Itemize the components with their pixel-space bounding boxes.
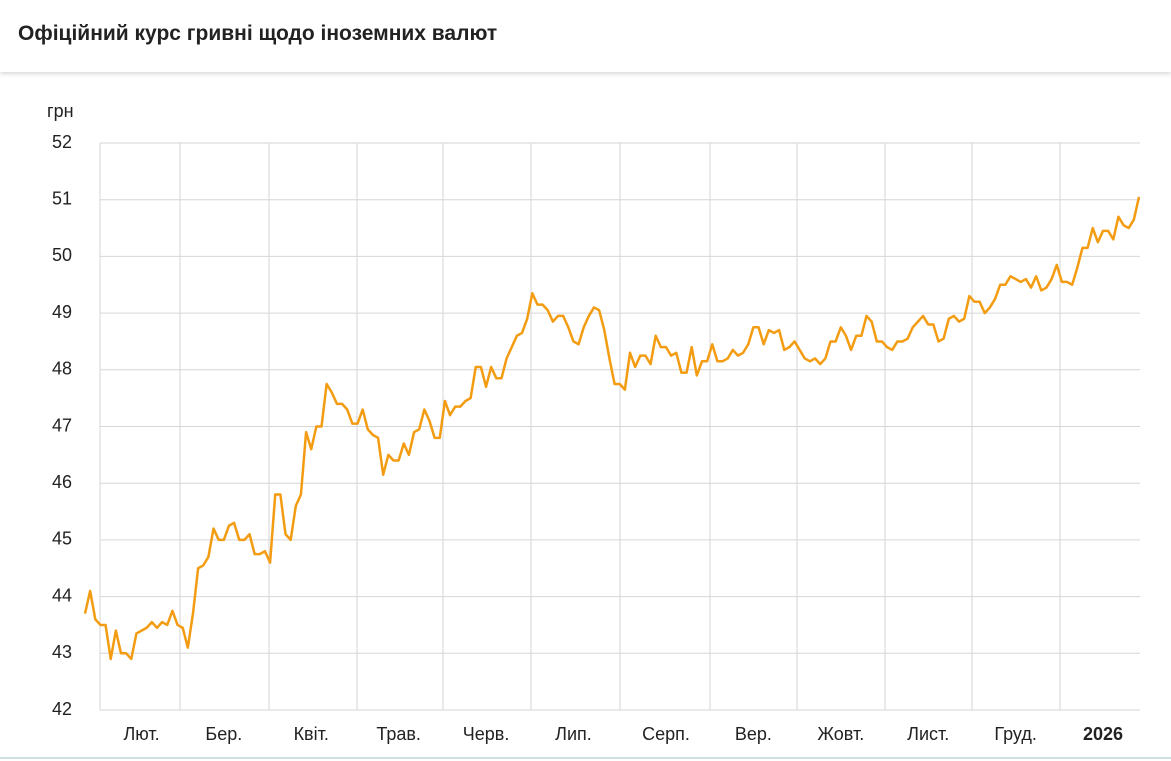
y-axis-unit: грн <box>47 101 74 121</box>
y-tick-label: 51 <box>52 188 72 208</box>
rate-line <box>83 196 1141 661</box>
y-tick-label: 45 <box>52 529 72 549</box>
x-tick-label: Лист. <box>907 724 949 744</box>
y-tick-label: 50 <box>52 245 72 265</box>
x-tick-label: Черв. <box>463 724 510 744</box>
x-tick-label: Трав. <box>376 724 421 744</box>
y-tick-label: 47 <box>52 415 72 435</box>
y-tick-label: 48 <box>52 359 72 379</box>
x-tick-label: Квіт. <box>294 724 329 744</box>
y-tick-label: 43 <box>52 642 72 662</box>
y-tick-label: 49 <box>52 302 72 322</box>
y-tick-label: 52 <box>52 132 72 152</box>
x-tick-label: Жовт. <box>817 724 864 744</box>
x-tick-label: Лют. <box>123 724 159 744</box>
header: Офіційний курс гривні щодо іноземних вал… <box>0 0 1171 72</box>
y-tick-label: 46 <box>52 472 72 492</box>
x-tick-label: Серп. <box>642 724 690 744</box>
x-tick-label: Груд. <box>994 724 1036 744</box>
y-tick-label: 44 <box>52 585 72 605</box>
x-tick-label: Лип. <box>555 724 592 744</box>
y-tick-label: 42 <box>52 699 72 719</box>
x-tick-label: Бер. <box>205 724 242 744</box>
x-tick-label: Вер. <box>735 724 772 744</box>
x-tick-label: 2026 <box>1083 724 1123 744</box>
page-title: Офіційний курс гривні щодо іноземних вал… <box>18 22 498 45</box>
